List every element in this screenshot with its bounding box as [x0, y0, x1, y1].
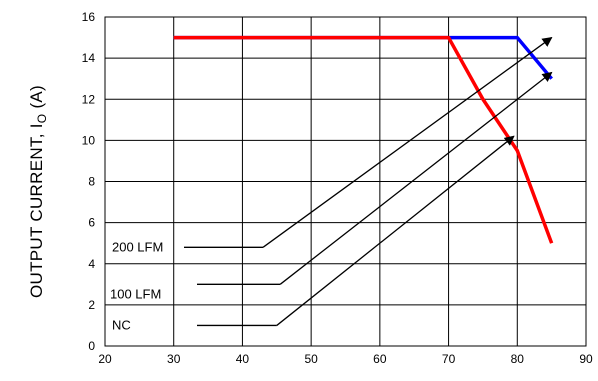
y-tick-label: 6 [88, 216, 95, 230]
x-axis-tick-labels: 20 30 40 50 60 70 80 90 [98, 352, 593, 366]
x-tick-label: 60 [373, 352, 387, 366]
annotation-label: 200 LFM [112, 239, 163, 254]
y-axis-label: OUTPUT CURRENT, IO (A) [27, 85, 49, 298]
x-tick-label: 90 [579, 352, 593, 366]
y-tick-label: 2 [88, 298, 95, 312]
x-tick-label: 50 [304, 352, 318, 366]
y-tick-label: 8 [88, 175, 95, 189]
series-lines [173, 35, 554, 244]
y-tick-label: 12 [82, 92, 96, 106]
grid [104, 16, 587, 347]
y-tick-label: 14 [82, 51, 96, 65]
x-tick-label: 70 [442, 352, 456, 366]
x-tick-label: 40 [236, 352, 250, 366]
series-line-red [173, 35, 554, 244]
x-tick-label: 80 [511, 352, 525, 366]
y-tick-label: 16 [82, 10, 96, 24]
annotation-leader-arrow [276, 135, 515, 326]
annotation-label: 100 LFM [110, 286, 161, 301]
annotation-leader-arrow [279, 71, 553, 285]
y-axis-label-subscript: O [35, 114, 49, 124]
y-tick-label: 0 [88, 339, 95, 353]
x-tick-label: 20 [98, 352, 112, 366]
plot-area-border [104, 16, 587, 347]
y-tick-label: 4 [88, 257, 95, 271]
annotation-label: NC [112, 317, 131, 332]
annotations: 200 LFM 100 LFM NC [110, 36, 553, 332]
y-axis-tick-labels: 0 2 4 6 8 10 12 14 16 [82, 10, 96, 353]
y-tick-label: 10 [82, 133, 96, 147]
x-tick-label: 30 [167, 352, 181, 366]
annotation-leader-arrow [262, 36, 553, 248]
y-axis-label-unit: (A) [27, 85, 46, 114]
